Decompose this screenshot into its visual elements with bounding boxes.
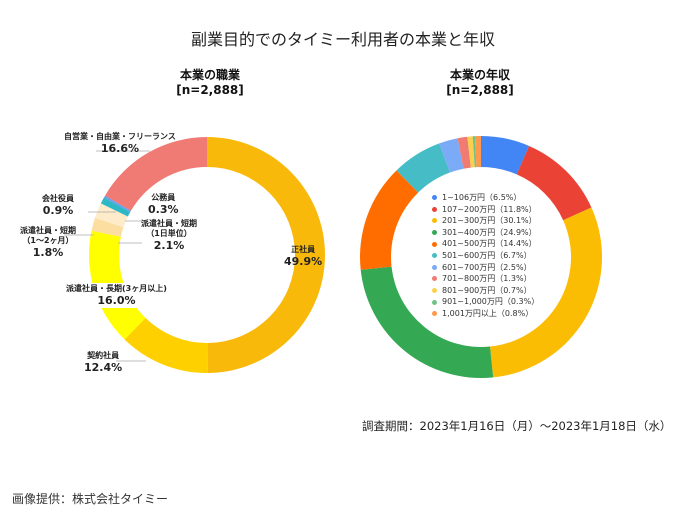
- legend-label: 501~600万円（6.7%）: [442, 250, 532, 260]
- legend-label: 401~500万円（14.4%）: [442, 239, 537, 249]
- donut-slice: [103, 195, 131, 213]
- donut-slice: [124, 318, 208, 374]
- slice-label-value: 12.4%: [84, 361, 123, 374]
- legend-dot-icon: [432, 218, 437, 224]
- legend-label: 801~900万円（0.7%）: [442, 285, 532, 295]
- donut-slice: [481, 136, 530, 175]
- donut-slice: [474, 136, 481, 168]
- legend-item: 1,001万円以上（0.8%）: [432, 308, 539, 320]
- slice-label-name: 契約社員: [87, 351, 120, 360]
- slice-label-name: 正社員: [291, 245, 316, 254]
- legend-item: 601~700万円（2.5%）: [432, 262, 539, 274]
- survey-period: 調査期間：2023年1月16日（月）～2023年1月18日（水）: [362, 419, 672, 433]
- donut-slice: [457, 136, 471, 169]
- slice-label-haken-long: 派遣社員・長期(3ヶ月以上) 16.0%: [64, 283, 169, 308]
- legend-dot-icon: [432, 299, 437, 305]
- legend-item: 701~800万円（1.3%）: [432, 273, 539, 285]
- slice-label-name: 会社役員: [42, 194, 74, 203]
- donut-slice: [95, 203, 128, 228]
- legend-item: 107~200万円（11.8%）: [432, 204, 539, 216]
- legend-label: 601~700万円（2.5%）: [442, 262, 532, 272]
- legend-dot-icon: [432, 311, 437, 317]
- slice-label-haken-1day: 派遣社員・短期 （1日単位） 2.1%: [141, 219, 197, 253]
- donut-slice: [207, 137, 326, 373]
- legend-label: 1,001万円以上（0.8%）: [442, 308, 534, 318]
- legend-label: 901~1,000万円（0.3%）: [442, 297, 540, 307]
- label-leader-lines: [64, 150, 150, 362]
- slice-label-name: 派遣社員・長期(3ヶ月以上): [66, 284, 167, 293]
- legend-item: 301~400万円（24.9%）: [432, 227, 539, 239]
- slice-label-name: 公務員: [151, 193, 176, 202]
- legend-label: 1~106万円（6.5%）: [442, 193, 522, 202]
- donut-slice: [439, 138, 464, 173]
- slice-label-jieigyou: 自営業・自由業・フリーランス 16.6%: [64, 131, 176, 156]
- donut-slice: [360, 266, 494, 378]
- slice-label-name-line2: （1〜2ヶ月）: [22, 236, 74, 245]
- donut-slice: [105, 137, 207, 211]
- slice-label-name: 自営業・自由業・フリーランス: [64, 132, 176, 141]
- legend-item: 801~900万円（0.7%）: [432, 285, 539, 297]
- donut-slice: [490, 207, 602, 378]
- legend-dot-icon: [432, 206, 437, 212]
- slice-label-value: 16.0%: [97, 294, 136, 307]
- legend-dot-icon: [432, 230, 437, 236]
- slice-label-name: 派遣社員・短期: [141, 219, 197, 228]
- legend-item: 501~600万円（6.7%）: [432, 250, 539, 262]
- slice-label-yakuin: 会社役員 0.9%: [42, 193, 74, 218]
- legend-item: 201~300万円（30.1%）: [432, 215, 539, 227]
- slice-label-value: 2.1%: [153, 239, 185, 252]
- slice-label-seishain: 正社員 49.9%: [284, 244, 322, 269]
- slice-label-value: 49.9%: [284, 255, 323, 268]
- slice-label-value: 1.8%: [32, 246, 64, 259]
- slice-label-keiyaku: 契約社員 12.4%: [84, 350, 122, 375]
- slice-label-name: 派遣社員・短期: [20, 226, 76, 235]
- right-chart-heading: 本業の年収 [n=2,888]: [420, 68, 540, 98]
- donut-slice: [91, 217, 124, 237]
- legend-item: 901~1,000万円（0.3%）: [432, 296, 539, 308]
- slice-label-koumuin: 公務員 0.3%: [148, 192, 179, 217]
- donut-slice: [472, 136, 477, 168]
- legend-dot-icon: [432, 264, 437, 270]
- legend-item: 1~106万円（6.5%）: [432, 192, 539, 204]
- slice-label-value: 16.6%: [100, 142, 139, 155]
- slice-label-value: 0.3%: [148, 203, 179, 216]
- chart-title: 副業目的でのタイミー利用者の本業と年収: [190, 30, 495, 49]
- left-chart-title: 本業の職業: [179, 68, 240, 82]
- income-donut: [360, 136, 602, 378]
- donut-slice: [467, 136, 475, 168]
- legend-dot-icon: [432, 195, 437, 201]
- right-chart-subtitle: [n=2,888]: [446, 83, 514, 97]
- legend-dot-icon: [432, 276, 437, 282]
- slice-label-haken-1-2months: 派遣社員・短期 （1〜2ヶ月） 1.8%: [20, 226, 76, 260]
- legend-dot-icon: [432, 253, 437, 259]
- legend-dot-icon: [432, 241, 437, 247]
- legend-label: 107~200万円（11.8%）: [442, 204, 537, 214]
- donut-slice: [516, 145, 592, 221]
- legend-label: 201~300万円（30.1%）: [442, 216, 537, 226]
- donut-slice: [360, 170, 419, 270]
- legend-dot-icon: [432, 288, 437, 294]
- right-chart-title: 本業の年収: [449, 68, 510, 82]
- left-chart-subtitle: [n=2,888]: [176, 83, 244, 97]
- income-legend: 1~106万円（6.5%） 107~200万円（11.8%） 201~300万円（3…: [432, 192, 539, 320]
- donut-slice: [396, 143, 450, 193]
- left-chart-heading: 本業の職業 [n=2,888]: [150, 68, 270, 98]
- slice-label-name-line2: （1日単位）: [146, 229, 192, 238]
- legend-label: 301~400万円（24.9%）: [442, 227, 537, 237]
- legend-label: 701~800万円（1.3%）: [442, 274, 532, 284]
- image-credit: 画像提供：株式会社タイミー: [12, 492, 169, 506]
- slice-label-value: 0.9%: [42, 204, 74, 217]
- legend-item: 401~500万円（14.4%）: [432, 238, 539, 250]
- donut-slice: [100, 197, 131, 217]
